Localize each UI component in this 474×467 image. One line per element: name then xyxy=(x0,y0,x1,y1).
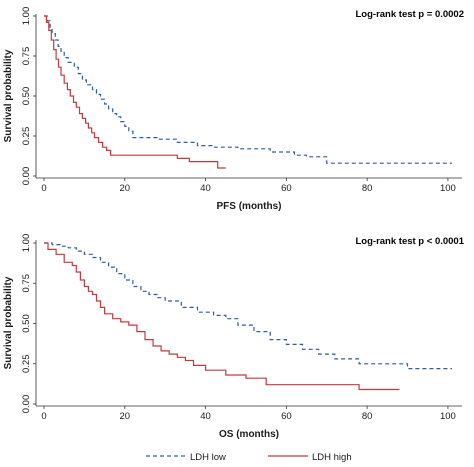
os-x-label: OS (months) xyxy=(219,429,279,440)
pfs-y-tick-label: 0.00 xyxy=(21,167,32,186)
os-x-tick-label: 100 xyxy=(440,411,456,422)
os-y-tick-label: 1.00 xyxy=(21,234,32,253)
pfs-annotation: Log-rank test p = 0.0002 xyxy=(356,9,465,20)
pfs-y-ticks: 0.00 0.25 0.50 0.75 1.00 xyxy=(21,7,36,186)
pfs-curve-ldh-low xyxy=(44,15,452,164)
os-curve-ldh-low xyxy=(44,242,452,370)
os-curves xyxy=(44,242,452,391)
os-x-tick-label: 40 xyxy=(200,411,211,422)
os-curve-ldh-high xyxy=(44,242,400,391)
os-annotation: Log-rank test p < 0.0001 xyxy=(356,236,465,247)
pfs-x-tick-label: 100 xyxy=(440,183,456,194)
pfs-x-tick-label: 60 xyxy=(281,183,292,194)
os-y-tick-label: 0.25 xyxy=(21,355,32,374)
os-panel: 0.00 0.25 0.50 0.75 1.00 0 20 40 60 80 100 Log-ra… xyxy=(3,234,465,440)
os-x-tick-label: 0 xyxy=(41,411,46,422)
pfs-x-tick-label: 40 xyxy=(200,183,211,194)
pfs-x-label: PFS (months) xyxy=(217,201,282,212)
pfs-curve-ldh-high xyxy=(44,15,226,169)
pfs-x-tick-label: 20 xyxy=(119,183,130,194)
os-y-tick-label: 0.75 xyxy=(21,274,32,293)
pfs-y-tick-label: 0.50 xyxy=(21,87,32,106)
pfs-curves xyxy=(44,15,452,169)
pfs-y-tick-label: 0.25 xyxy=(21,127,32,146)
pfs-y-tick-label: 1.00 xyxy=(21,7,32,26)
os-y-tick-label: 0.00 xyxy=(21,395,32,414)
legend-label-ldh-low: LDH low xyxy=(190,452,226,463)
pfs-y-label: Survival probability xyxy=(3,49,14,142)
os-y-tick-label: 0.50 xyxy=(21,314,32,333)
os-y-ticks: 0.00 0.25 0.50 0.75 1.00 xyxy=(21,234,36,414)
os-x-tick-label: 60 xyxy=(281,411,292,422)
legend: LDH low LDH high xyxy=(146,452,352,463)
pfs-x-ticks: 0 20 40 60 80 100 xyxy=(41,178,456,194)
pfs-x-tick-label: 0 xyxy=(41,183,46,194)
os-x-tick-label: 20 xyxy=(119,411,130,422)
pfs-panel: 0.00 0.25 0.50 0.75 1.00 0 20 40 60 80 100 Log-ra… xyxy=(3,7,464,212)
pfs-x-tick-label: 80 xyxy=(362,183,373,194)
os-x-ticks: 0 20 40 60 80 100 xyxy=(41,406,456,422)
legend-label-ldh-high: LDH high xyxy=(312,452,352,463)
pfs-y-tick-label: 0.75 xyxy=(21,47,32,66)
os-x-tick-label: 80 xyxy=(362,411,373,422)
os-y-label: Survival probability xyxy=(3,276,14,369)
